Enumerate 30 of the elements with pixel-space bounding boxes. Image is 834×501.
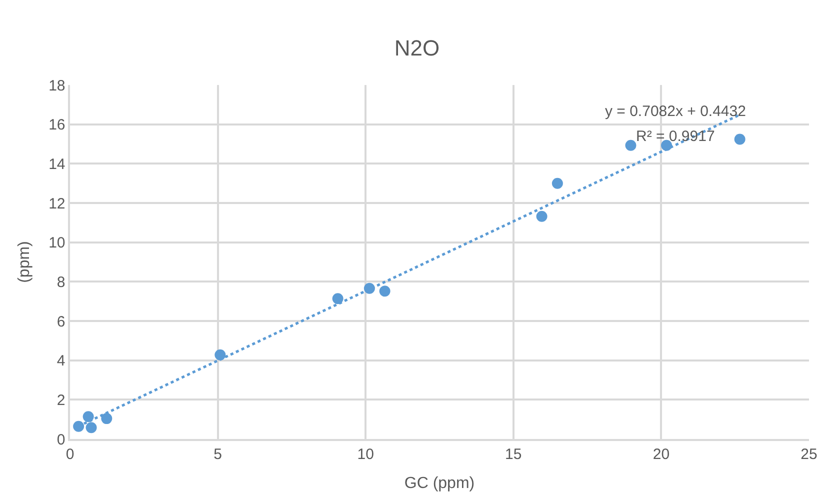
point <box>86 422 97 434</box>
point <box>332 293 344 304</box>
point <box>214 349 226 360</box>
point <box>82 411 94 422</box>
point <box>625 140 636 151</box>
y-tick-label: 16 <box>48 116 66 134</box>
y-tick-label: 2 <box>56 392 66 409</box>
y-tick-label: 12 <box>48 195 66 212</box>
x-axis-title: GC (ppm) <box>404 474 475 492</box>
point <box>536 210 548 222</box>
x-tick-label: 10 <box>357 446 374 463</box>
x-tick-label: 25 <box>800 446 818 463</box>
y-tick-label: 0 <box>56 431 66 448</box>
y-axis-title: (ppm) <box>16 241 33 283</box>
y-tick-label: 8 <box>56 274 66 291</box>
point <box>552 178 563 189</box>
chart-title: N2O <box>394 35 440 60</box>
point <box>379 286 390 297</box>
x-tick-label: 15 <box>505 446 522 463</box>
annotation: y = 0.7082x + 0.4432 <box>605 103 746 120</box>
y-tick-label: 18 <box>48 77 66 94</box>
x-tick-label: 5 <box>214 446 222 463</box>
point <box>73 420 84 432</box>
y-tick-label: 6 <box>56 313 66 330</box>
y-tick-label: 10 <box>48 234 66 252</box>
y-tick-label: 4 <box>56 352 66 370</box>
point <box>101 413 112 424</box>
x-tick-label: 20 <box>652 446 670 463</box>
y-tick-label: 14 <box>48 156 66 173</box>
point <box>734 134 746 145</box>
